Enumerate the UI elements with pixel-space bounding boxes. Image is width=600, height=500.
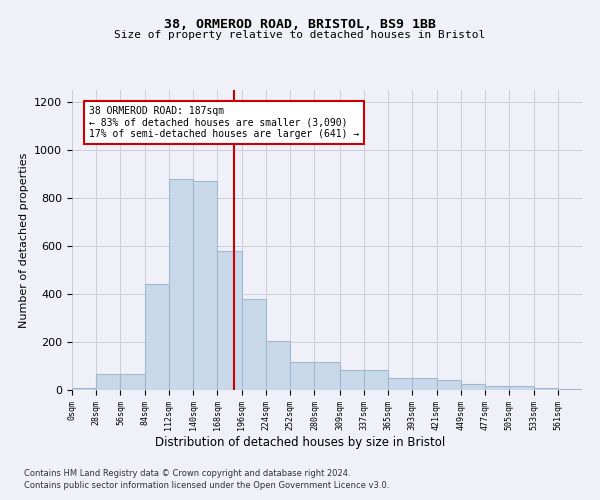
Text: 38, ORMEROD ROAD, BRISTOL, BS9 1BB: 38, ORMEROD ROAD, BRISTOL, BS9 1BB bbox=[164, 18, 436, 30]
Bar bbox=[364, 370, 388, 390]
Text: Distribution of detached houses by size in Bristol: Distribution of detached houses by size … bbox=[155, 436, 445, 449]
Bar bbox=[266, 341, 290, 390]
Bar bbox=[217, 251, 242, 390]
Bar bbox=[388, 378, 412, 390]
Text: 38 ORMEROD ROAD: 187sqm
← 83% of detached houses are smaller (3,090)
17% of semi: 38 ORMEROD ROAD: 187sqm ← 83% of detache… bbox=[89, 106, 359, 139]
Bar bbox=[340, 370, 364, 390]
Bar bbox=[437, 380, 461, 390]
Bar bbox=[145, 284, 169, 390]
Text: Contains public sector information licensed under the Open Government Licence v3: Contains public sector information licen… bbox=[24, 481, 389, 490]
Bar bbox=[72, 388, 96, 390]
Bar bbox=[193, 181, 217, 390]
Text: Size of property relative to detached houses in Bristol: Size of property relative to detached ho… bbox=[115, 30, 485, 40]
Bar bbox=[290, 362, 314, 390]
Text: Contains HM Land Registry data © Crown copyright and database right 2024.: Contains HM Land Registry data © Crown c… bbox=[24, 468, 350, 477]
Bar bbox=[242, 299, 266, 390]
Bar bbox=[533, 388, 558, 390]
Bar bbox=[485, 386, 509, 390]
Bar bbox=[96, 374, 121, 390]
Bar bbox=[558, 389, 582, 390]
Bar bbox=[412, 378, 437, 390]
Y-axis label: Number of detached properties: Number of detached properties bbox=[19, 152, 29, 328]
Bar bbox=[121, 374, 145, 390]
Bar bbox=[509, 386, 533, 390]
Bar bbox=[314, 362, 340, 390]
Bar bbox=[461, 384, 485, 390]
Bar bbox=[169, 179, 193, 390]
